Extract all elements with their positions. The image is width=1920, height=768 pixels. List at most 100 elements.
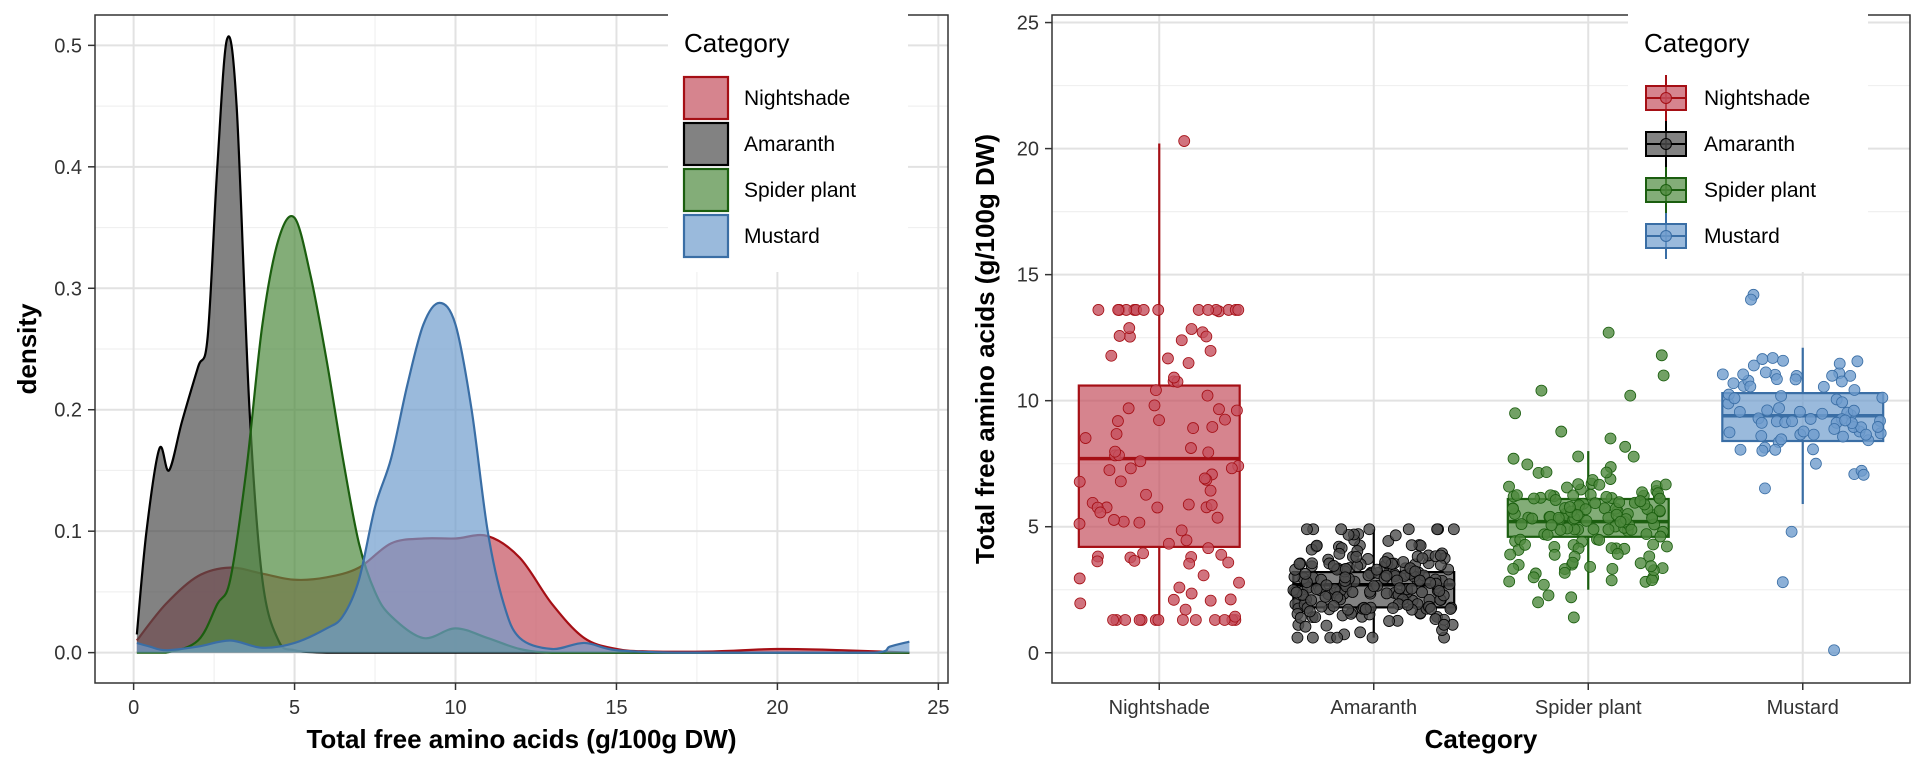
legend-key-amaranth: Amaranth [1645,121,1795,167]
data-point [1565,591,1578,604]
data-point [1290,586,1303,599]
data-point [1405,539,1418,552]
data-point [1103,464,1116,477]
data-point [1535,384,1548,397]
data-point [1151,501,1164,514]
data-point [1433,585,1446,597]
data-point [1653,504,1666,517]
x-tick-label: 25 [927,697,949,719]
legend-key-amaranth: Amaranth [682,121,835,167]
y-tick-label: 0.1 [54,521,82,543]
data-point [1540,466,1553,479]
data-point [1350,550,1363,563]
data-point [1537,578,1550,591]
data-point [1183,557,1196,570]
x-tick-label: Nightshade [1109,697,1210,719]
data-point [1110,428,1123,440]
data-point [1627,450,1640,463]
data-point [1133,614,1146,626]
x-tick-label: Mustard [1767,697,1839,719]
data-point [1555,425,1568,438]
data-point [1563,501,1576,513]
data-point [1293,557,1306,570]
data-point [1204,344,1217,357]
data-point [1185,442,1197,454]
data-point [1643,550,1656,563]
y-tick-label: 0.5 [54,35,82,57]
data-point [1876,391,1889,404]
data-point [1759,482,1771,495]
legend-swatch [682,213,730,259]
data-point [1804,413,1817,425]
data-point [1073,517,1086,530]
y-tick-label: 15 [1017,265,1039,287]
data-point [1567,611,1580,624]
data-point [1339,571,1352,584]
data-point [1315,600,1328,613]
data-point [1429,613,1442,626]
data-point [1836,396,1849,409]
data-point [1424,577,1437,589]
data-point [1769,443,1782,456]
data-point [1176,614,1189,626]
data-point [1333,547,1346,560]
data-point [1319,590,1332,603]
data-point [1552,511,1565,524]
data-point [1205,499,1218,512]
data-point [1389,529,1402,542]
data-point [1306,631,1319,644]
data-point [1826,369,1839,382]
data-point [1545,519,1558,532]
data-point [1835,375,1848,388]
data-point [1367,580,1380,593]
data-point [1593,534,1606,546]
data-point [1647,538,1660,551]
data-point [1393,582,1406,595]
data-point [1202,446,1215,459]
data-point [1511,489,1523,502]
data-point [1579,503,1592,516]
data-point [1079,432,1092,444]
data-point [1383,615,1395,627]
data-point [1828,423,1841,435]
data-point [1776,576,1789,589]
data-point [1413,574,1426,587]
data-point [1150,384,1162,396]
data-point [1291,631,1304,644]
data-point [1759,366,1772,379]
data-point [1112,415,1124,427]
data-point [1320,619,1333,632]
data-point [1661,540,1673,553]
data-point [1320,579,1333,592]
data-point [1506,502,1519,515]
data-point [1655,349,1668,362]
legend-key-mustard: Mustard [682,213,820,259]
data-point [1185,587,1198,600]
data-point [1507,563,1520,575]
data-point [1584,560,1597,573]
x-tick-label: 20 [766,697,788,719]
x-tick-label: 0 [128,697,139,719]
data-point [1305,594,1318,607]
data-point [1860,428,1872,441]
data-point [1346,586,1359,598]
legend-label: Amaranth [1704,133,1795,156]
data-point [1232,304,1245,316]
legend: Category Nightshade Amaranth Spider plant Mu… [1628,12,1868,272]
legend-key-spider-plant: Spider plant [682,167,856,213]
data-point [1206,421,1219,433]
data-point [1602,523,1615,536]
boxplot-chart: Nightshade Amaranth Spider plant Mustard 0 5 1… [970,12,1911,754]
data-point [1416,586,1428,599]
legend-label: Mustard [744,225,820,248]
y-axis-title: Total free amino acids (g/100g DW) [970,134,1000,564]
data-point [1785,525,1798,538]
data-point [1566,556,1579,569]
data-point [1549,494,1562,506]
data-point [1167,593,1180,606]
data-point [1359,603,1372,616]
data-point [1379,556,1391,568]
data-point [1134,455,1147,468]
data-point [1438,618,1450,631]
data-point [1527,492,1540,505]
